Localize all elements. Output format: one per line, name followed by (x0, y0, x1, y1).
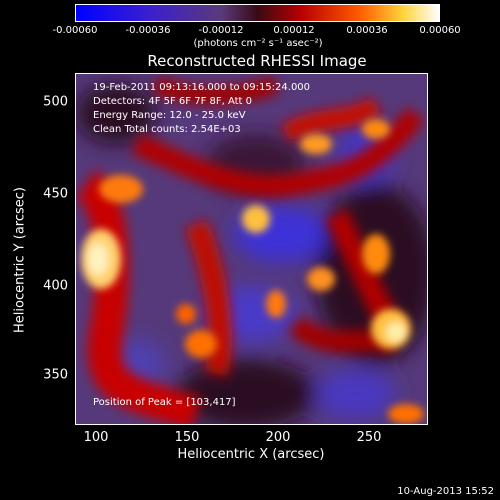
x-axis-label: Heliocentric X (arcsec) (177, 447, 325, 462)
annotation-time-range: 19-Feb-2011 09:13:16.000 to 09:15:24.000 (93, 82, 311, 93)
footer-timestamp: 10-Aug-2013 15:52 (397, 486, 494, 497)
colorbar-tick: -0.00012 (198, 25, 244, 36)
annotation-detectors: Detectors: 4F 5F 6F 7F 8F, Att 0 (93, 96, 253, 107)
rhessi-image (75, 73, 428, 425)
x-tick-label: 200 (265, 430, 291, 445)
x-tick-label: 150 (174, 430, 200, 445)
y-tick-label: 350 (43, 367, 68, 383)
colorbar-tick: 0.00012 (273, 25, 315, 36)
y-tick-label: 500 (43, 94, 68, 110)
y-tick-label: 450 (43, 186, 68, 202)
annotation-energy-range: Energy Range: 12.0 - 25.0 keV (93, 110, 246, 121)
annotation-peak: Position of Peak = [103,417] (93, 397, 236, 408)
colorbar (75, 4, 440, 22)
colorbar-tick: -0.00060 (52, 25, 98, 36)
x-tick-label: 100 (83, 430, 109, 445)
colorbar-units: (photons cm⁻² s⁻¹ asec⁻²) (193, 38, 323, 49)
y-tick-label: 400 (43, 278, 68, 294)
colorbar-tick: 0.00060 (419, 25, 461, 36)
plot-title: Reconstructed RHESSI Image (147, 52, 367, 70)
colorbar-gradient (76, 5, 439, 21)
flux-map (76, 74, 427, 424)
x-tick-label: 250 (356, 430, 382, 445)
colorbar-tick: -0.00036 (125, 25, 171, 36)
y-axis-label: Heliocentric Y (arcsec) (12, 187, 28, 333)
annotation-algorithm: Clean Total counts: 2.54E+03 (93, 124, 241, 135)
colorbar-tick: 0.00036 (346, 25, 388, 36)
